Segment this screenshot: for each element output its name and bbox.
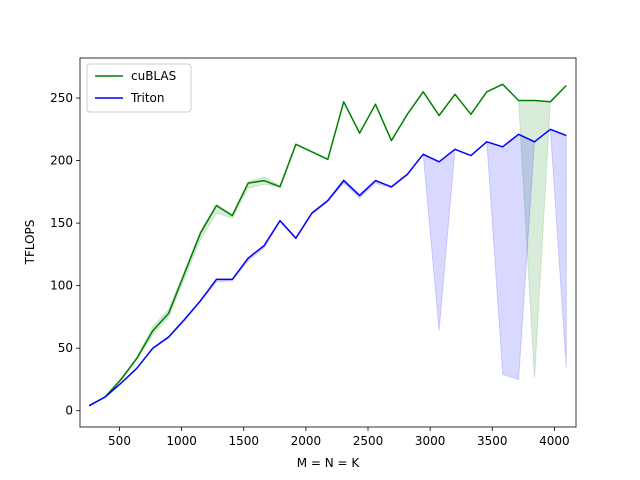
x-tick-label: 4000 [539, 434, 570, 448]
x-tick-label: 500 [108, 434, 131, 448]
series-lines [88, 83, 567, 407]
y-tick-label: 50 [58, 341, 73, 355]
y-axis-label: TFLOPS [23, 220, 37, 266]
series-line-triton [88, 128, 567, 407]
legend: cuBLAS Triton [86, 63, 192, 113]
x-tick-label: 2500 [353, 434, 384, 448]
x-tick-label: 1500 [228, 434, 259, 448]
y-tick-label: 0 [65, 404, 73, 418]
plot-frame [79, 57, 577, 428]
y-tick-label: 100 [50, 279, 73, 293]
y-tick-label: 250 [50, 91, 73, 105]
x-axis-ticks: 500 1000 1500 2000 2500 3000 3500 4000 [108, 427, 570, 448]
series-line-cublas [88, 83, 567, 407]
x-axis-label: M = N = K [297, 456, 361, 470]
x-tick-label: 3500 [477, 434, 508, 448]
x-tick-label: 1000 [166, 434, 197, 448]
y-tick-label: 200 [50, 154, 73, 168]
x-tick-label: 3000 [415, 434, 446, 448]
legend-label-triton: Triton [130, 91, 165, 105]
x-tick-label: 2000 [291, 434, 322, 448]
legend-label-cublas: cuBLAS [131, 69, 176, 83]
y-tick-label: 150 [50, 216, 73, 230]
y-axis-ticks: 0 50 100 150 200 250 [50, 91, 80, 418]
